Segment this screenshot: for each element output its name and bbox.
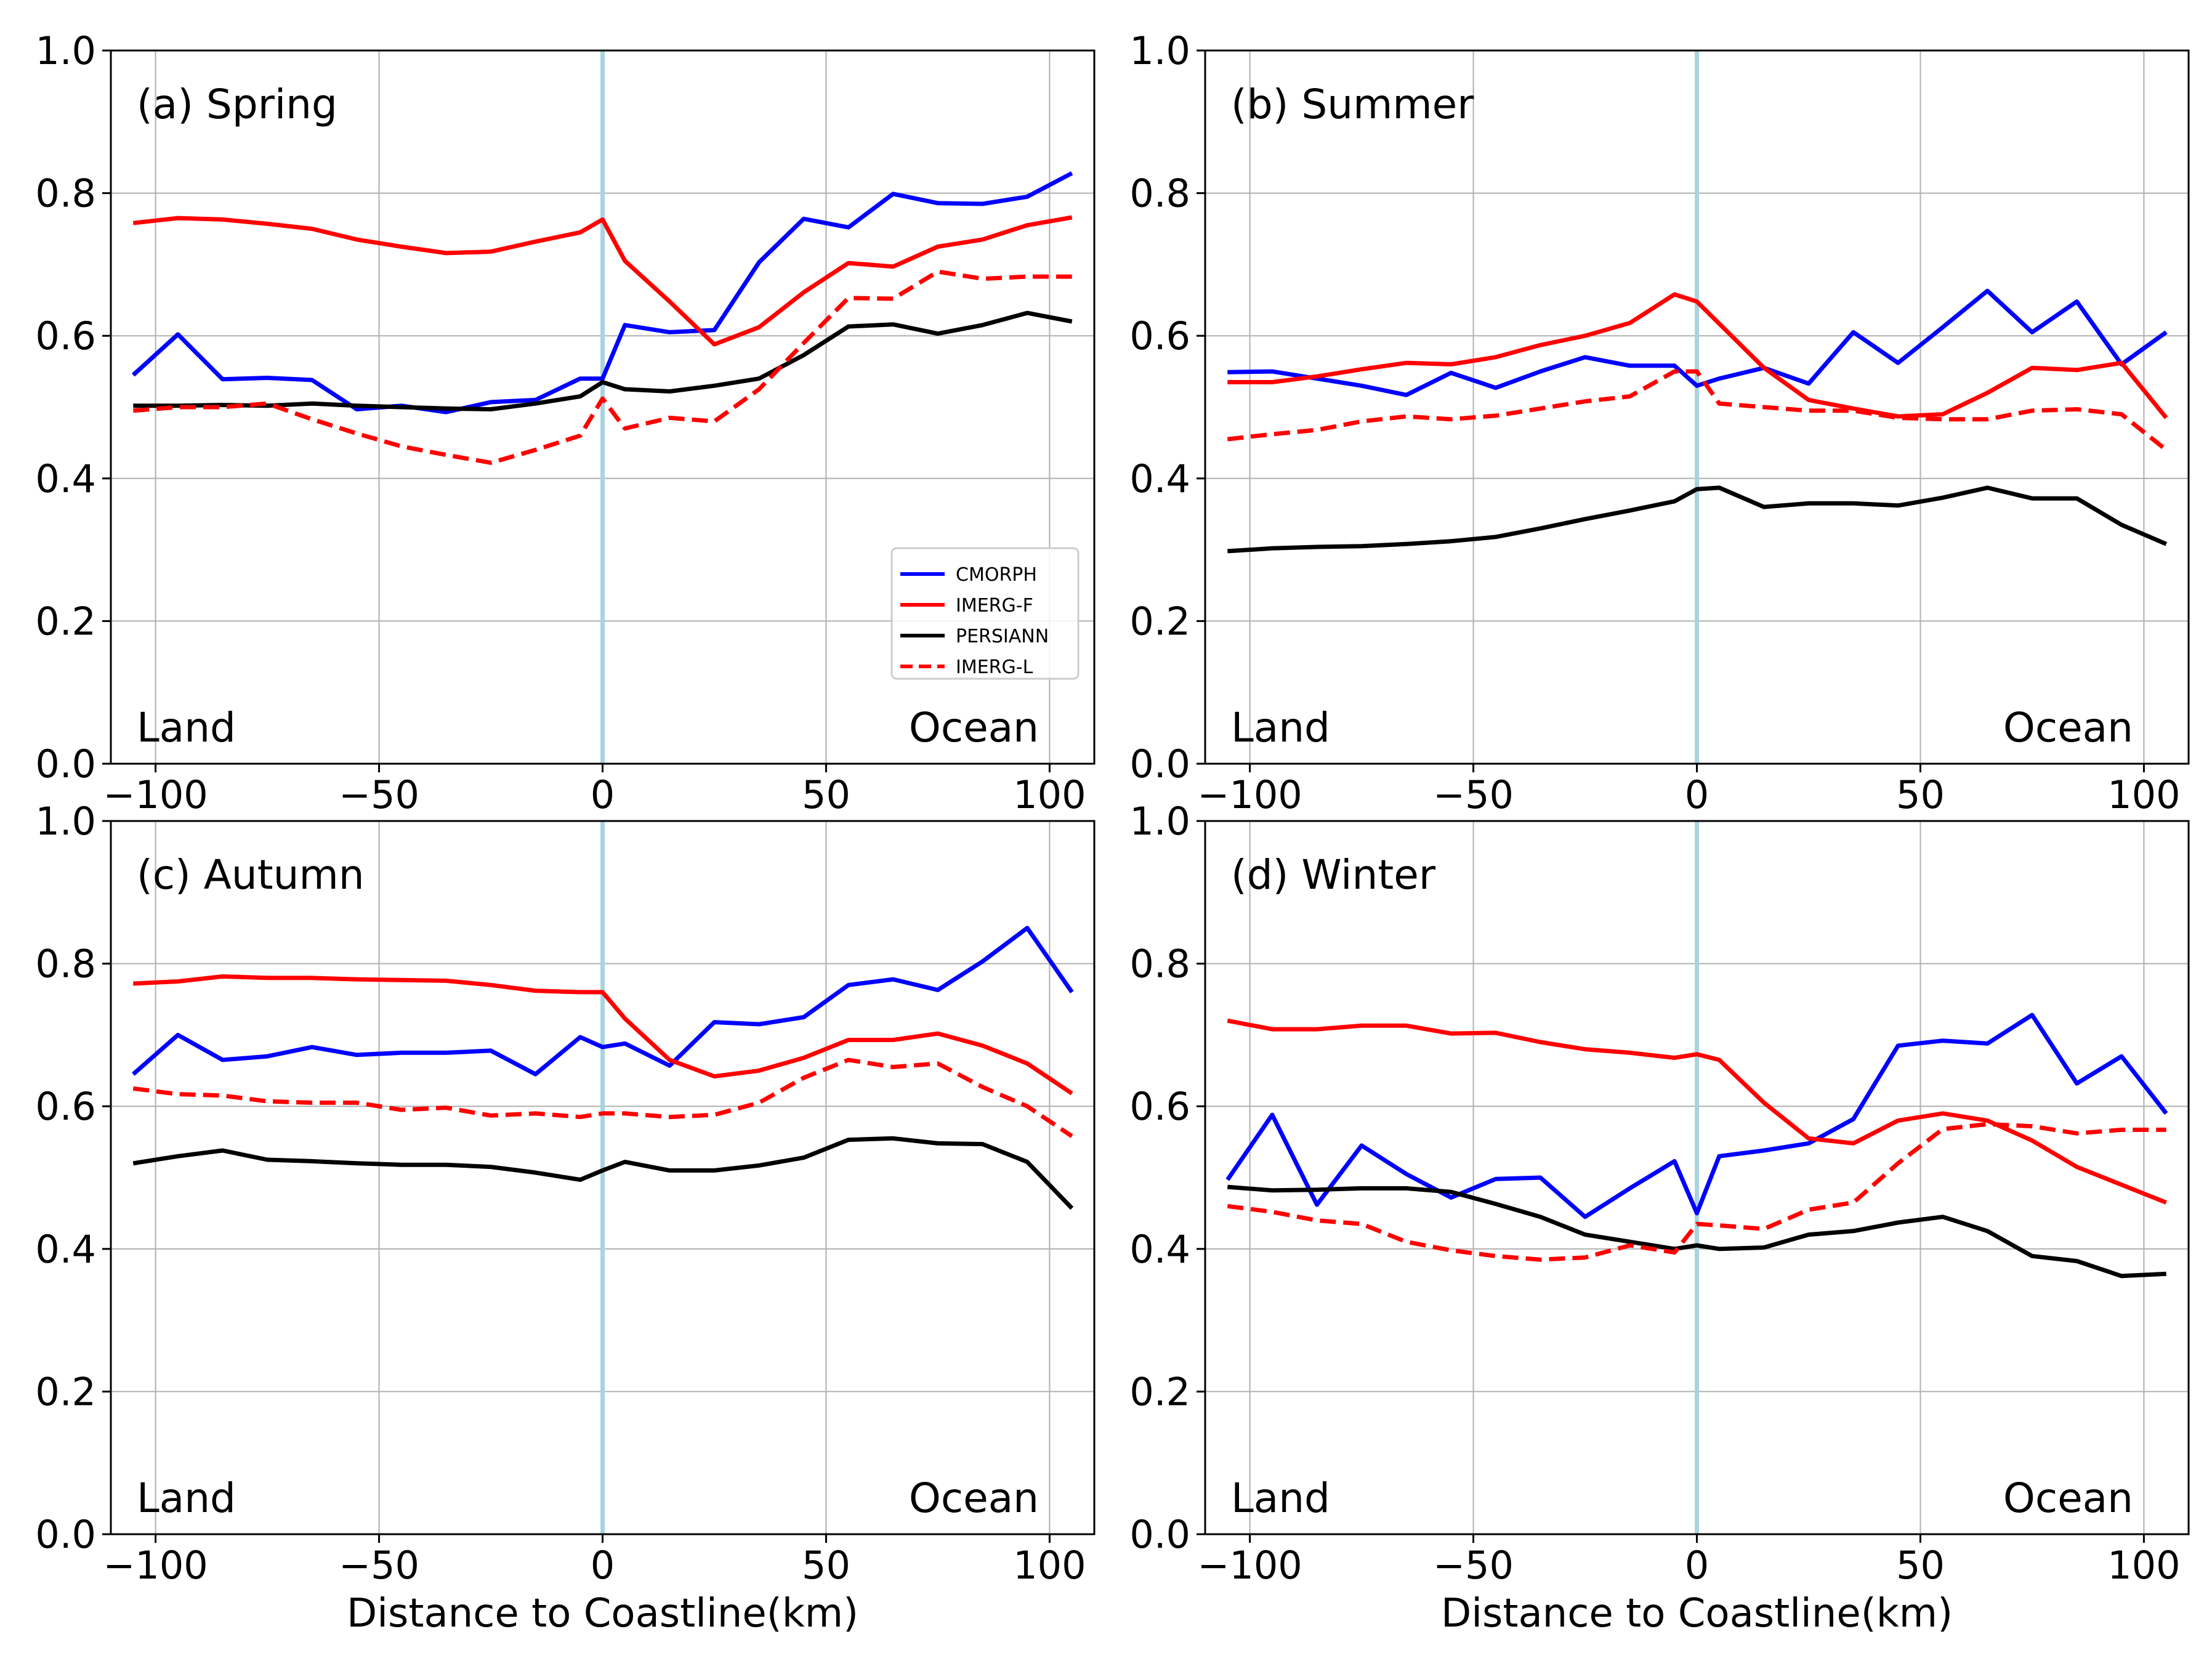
y-tick-label: 0.0 [1129, 1512, 1190, 1557]
x-tick-label: 100 [2107, 1543, 2180, 1588]
y-tick-label: 0.0 [1129, 742, 1190, 787]
y-tick-label: 0.6 [35, 1084, 96, 1129]
x-tick-label: −50 [1433, 1543, 1514, 1588]
series-line-persiann [1227, 1184, 2166, 1279]
series-line-imerg-f [133, 974, 1073, 1096]
y-tick-label: 0.0 [35, 742, 96, 787]
x-tick-label: 50 [802, 772, 850, 817]
series-line-persiann [133, 310, 1073, 411]
x-tick-label: −100 [1197, 772, 1302, 817]
x-tick-label: 50 [1896, 772, 1945, 817]
x-axis-label: Distance to Coastline(km) [347, 1591, 858, 1636]
panel-title: (d) Winter [1231, 851, 1436, 899]
y-tick-label: 1.0 [1129, 28, 1190, 73]
series-group [131, 171, 1073, 465]
panel-title: (b) Summer [1231, 81, 1474, 128]
y-tick-label: 0.8 [1129, 942, 1190, 987]
x-tick-label: 50 [1896, 1543, 1945, 1588]
panel-b: −100 −50 0 50 100 0.0 0.2 0.4 0.6 0.8 1.0 (b) Summe… [1129, 28, 2190, 817]
legend-label-imerg-f: IMERG-F [956, 595, 1033, 617]
y-tick-label: 0.8 [35, 942, 96, 987]
series-line-imerg-l [132, 1057, 1073, 1138]
x-axis-label: Distance to Coastline(km) [1441, 1591, 1953, 1636]
series-line-persiann [1227, 485, 2168, 554]
y-tick-label: 0.4 [35, 456, 96, 501]
y-tick-label: 0.2 [35, 599, 96, 644]
y-tick-label: 0.2 [1129, 1369, 1190, 1414]
y-tick-label: 1.0 [35, 28, 96, 73]
legend: CMORPH IMERG-F PERSIANN IMERG-L [890, 547, 1080, 680]
series-group [1227, 288, 2168, 554]
y-tick-label: 0.8 [1129, 171, 1190, 216]
y-tick-label: 0.0 [35, 1512, 96, 1557]
x-tick-label: −100 [103, 772, 208, 817]
series-group [1225, 1013, 2168, 1279]
y-tick-label: 0.4 [1129, 1227, 1190, 1272]
series-line-imerg-l [133, 269, 1072, 465]
x-tick-label: 0 [591, 772, 615, 817]
land-label: Land [1231, 704, 1330, 751]
panel-a: −100 −50 0 50 100 0.0 0.2 0.4 0.6 0.8 1.0 (a) Sprin… [35, 28, 1096, 817]
panel-title: (c) Autumn [137, 851, 365, 899]
ocean-label: Ocean [909, 1474, 1039, 1522]
x-tick-label: −50 [339, 772, 419, 817]
series-line-cmorph [1225, 1013, 2168, 1219]
panel-d: −100 −50 0 50 100 0.0 0.2 0.4 0.6 0.8 1.0 (d) Winte… [1129, 799, 2190, 1636]
x-tick-label: 100 [1013, 772, 1086, 817]
ocean-label: Ocean [2003, 1474, 2133, 1522]
x-tick-label: 0 [1685, 772, 1709, 817]
x-tick-label: 100 [2107, 772, 2180, 817]
y-tick-label: 0.2 [35, 1369, 96, 1414]
series-group [131, 926, 1074, 1210]
land-label: Land [137, 1474, 236, 1522]
series-line-cmorph [1227, 288, 2168, 397]
legend-label-persiann: PERSIANN [956, 626, 1049, 647]
series-line-cmorph [131, 926, 1074, 1077]
series-line-imerg-f [132, 215, 1073, 347]
x-tick-label: 100 [1013, 1543, 1086, 1588]
y-tick-label: 1.0 [1129, 799, 1190, 844]
y-tick-label: 0.4 [1129, 456, 1190, 501]
legend-label-cmorph: CMORPH [956, 564, 1037, 586]
x-tick-label: −50 [1433, 772, 1514, 817]
land-label: Land [1231, 1474, 1330, 1522]
y-tick-label: 0.6 [35, 313, 96, 358]
x-tick-label: 0 [591, 1543, 615, 1588]
x-tick-label: −100 [103, 1543, 208, 1588]
x-tick-label: −50 [339, 1543, 419, 1588]
y-tick-label: 0.6 [1129, 313, 1190, 358]
series-line-imerg-l [1227, 1122, 2166, 1262]
y-tick-label: 0.8 [35, 171, 96, 216]
legend-box [890, 547, 1080, 680]
ocean-label: Ocean [2003, 704, 2133, 751]
series-line-imerg-l [1227, 369, 2168, 452]
series-line-persiann [132, 1136, 1074, 1210]
y-tick-label: 0.2 [1129, 599, 1190, 644]
y-tick-label: 1.0 [35, 799, 96, 844]
ocean-label: Ocean [909, 704, 1039, 751]
panel-title: (a) Spring [137, 81, 337, 128]
land-label: Land [137, 704, 236, 751]
x-tick-label: 0 [1685, 1543, 1709, 1588]
x-tick-label: −100 [1197, 1543, 1302, 1588]
series-line-imerg-f [1227, 292, 2168, 419]
panel-c: −100 −50 0 50 100 0.0 0.2 0.4 0.6 0.8 1.0 (c) Autum… [35, 799, 1096, 1636]
series-line-imerg-f [1227, 1018, 2167, 1205]
legend-label-imerg-l: IMERG-L [956, 657, 1033, 678]
x-tick-label: 50 [802, 1543, 850, 1588]
series-line-cmorph [131, 171, 1073, 414]
y-tick-label: 0.6 [1129, 1084, 1190, 1129]
y-tick-label: 0.4 [35, 1227, 96, 1272]
